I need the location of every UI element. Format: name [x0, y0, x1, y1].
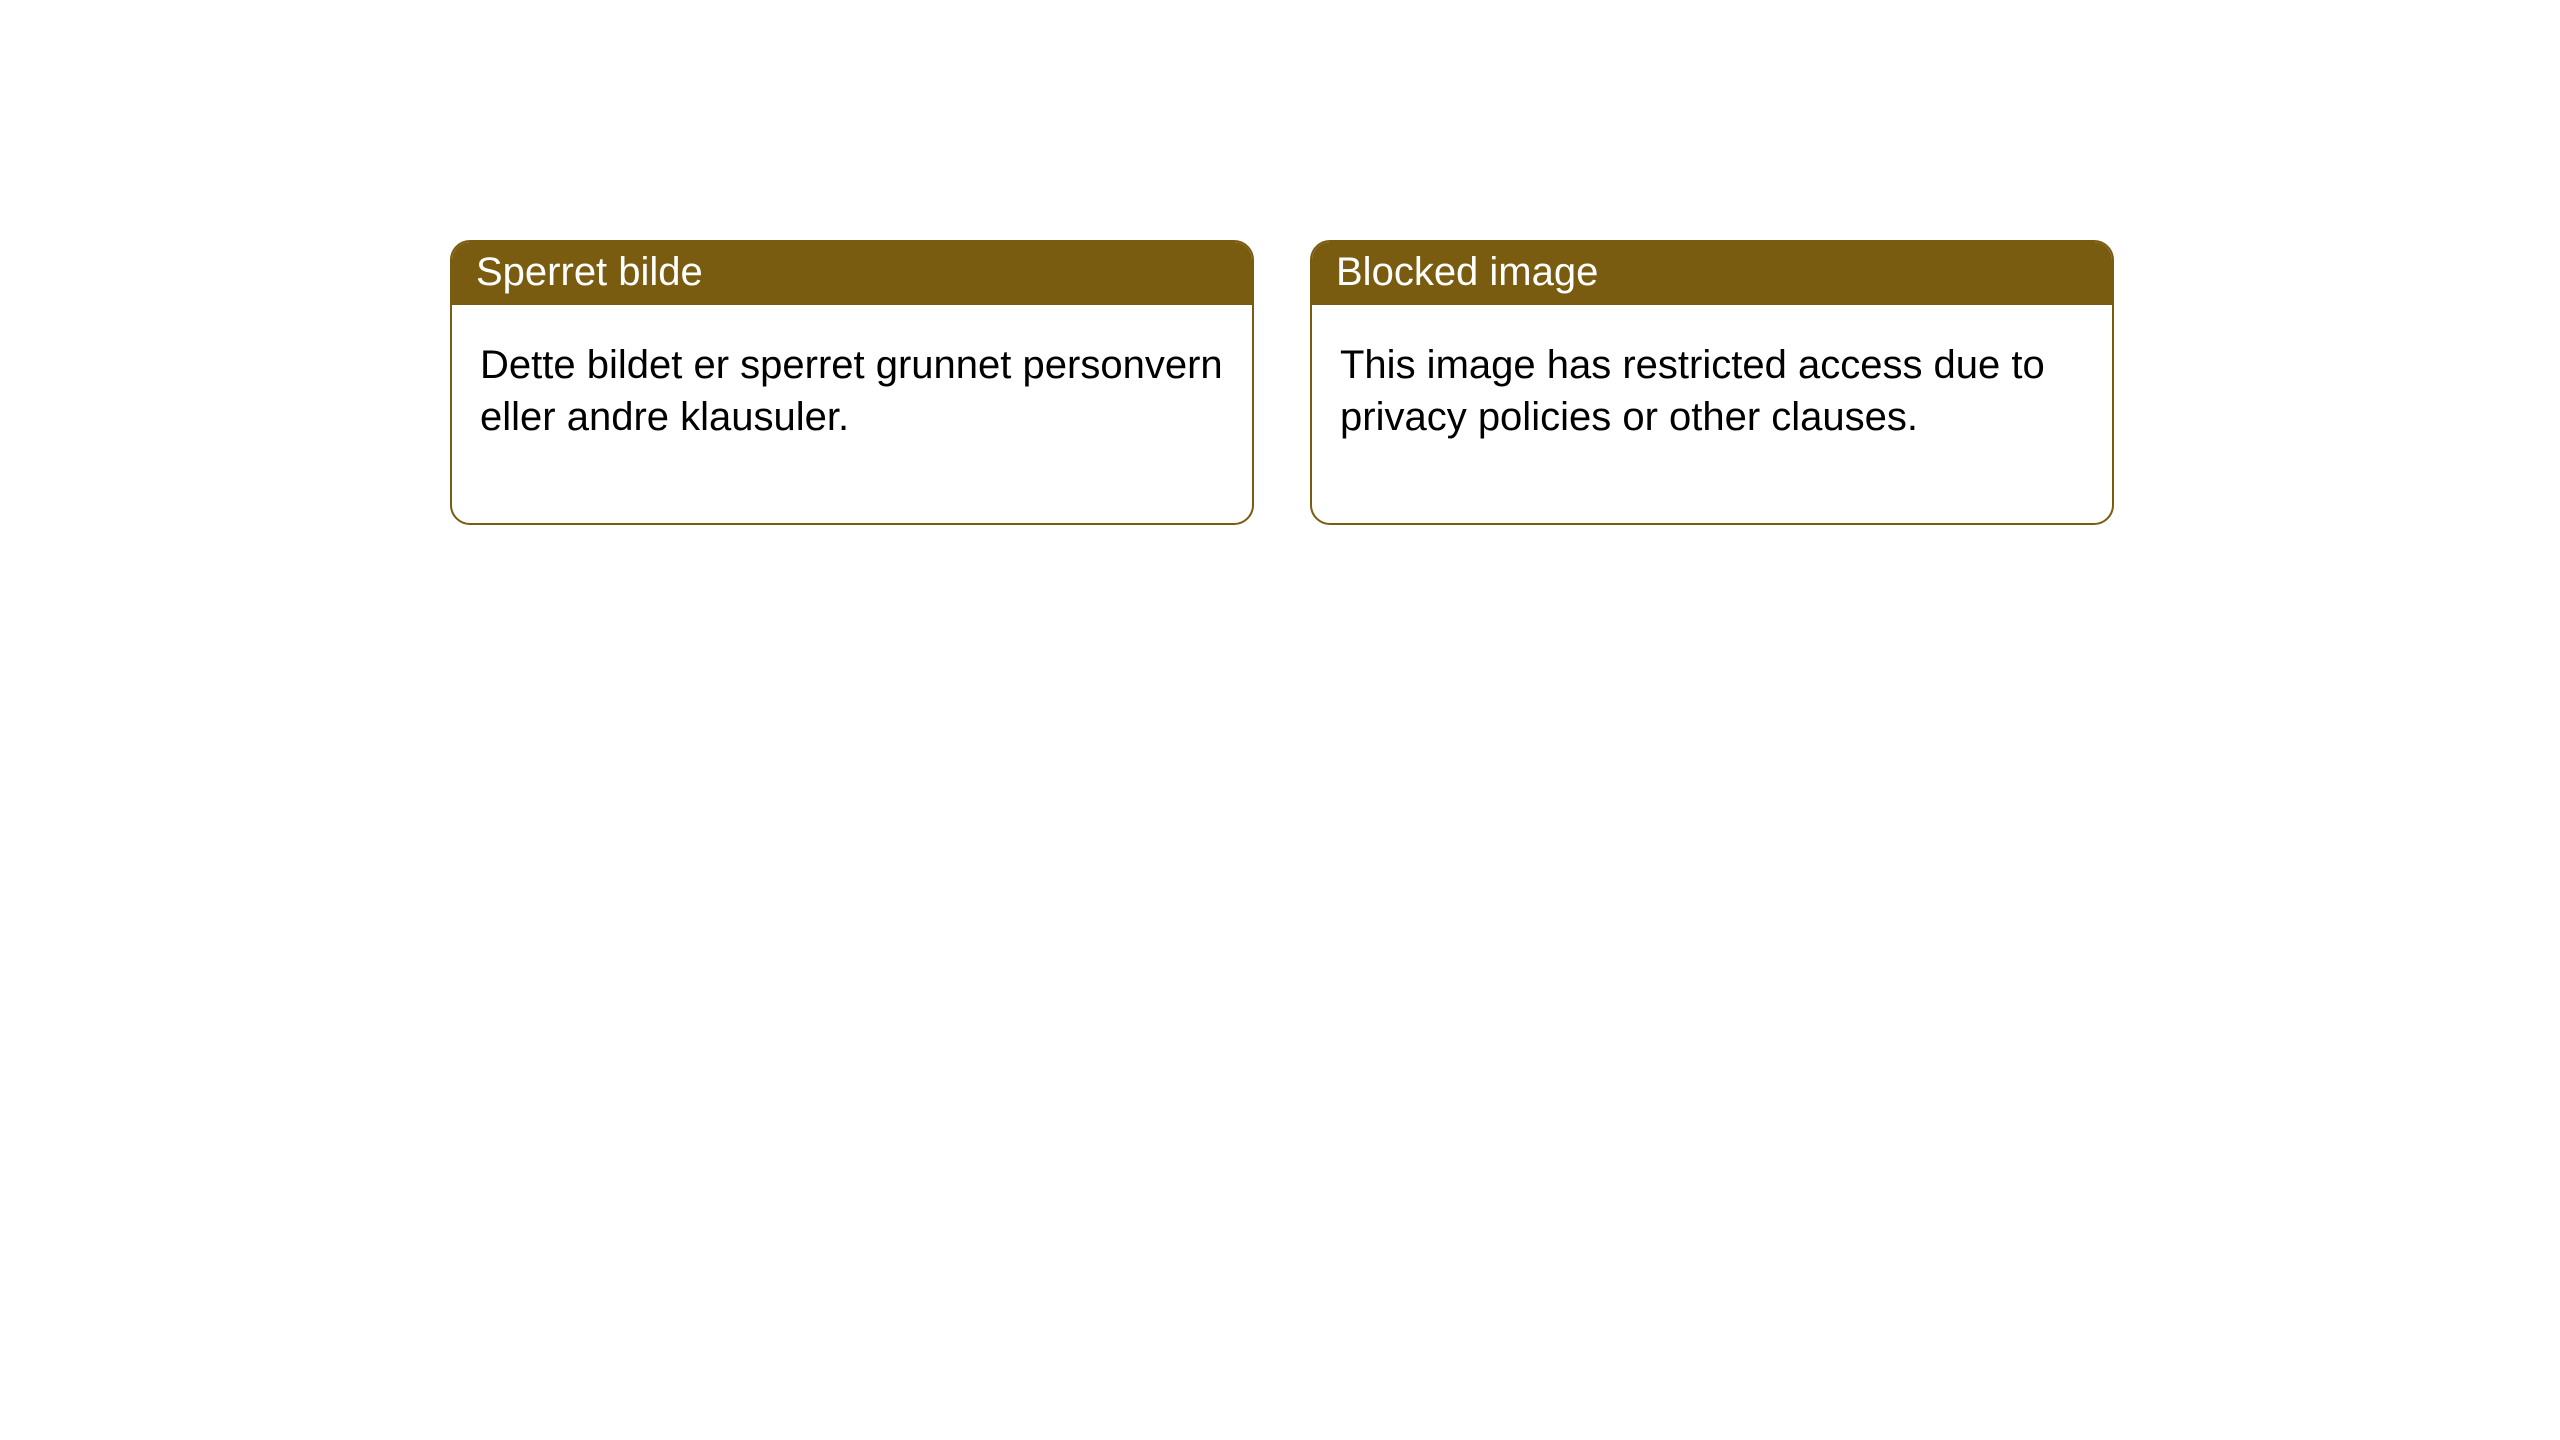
- blocked-image-card-no: Sperret bilde Dette bildet er sperret gr…: [450, 240, 1254, 525]
- card-body-text: Dette bildet er sperret grunnet personve…: [480, 343, 1223, 439]
- card-body: This image has restricted access due to …: [1312, 305, 2112, 523]
- card-header: Blocked image: [1312, 242, 2112, 305]
- card-title: Blocked image: [1336, 250, 1598, 294]
- card-body: Dette bildet er sperret grunnet personve…: [452, 305, 1252, 523]
- card-header: Sperret bilde: [452, 242, 1252, 305]
- notice-container: Sperret bilde Dette bildet er sperret gr…: [0, 0, 2560, 525]
- blocked-image-card-en: Blocked image This image has restricted …: [1310, 240, 2114, 525]
- card-title: Sperret bilde: [476, 250, 703, 294]
- card-body-text: This image has restricted access due to …: [1340, 343, 2045, 439]
